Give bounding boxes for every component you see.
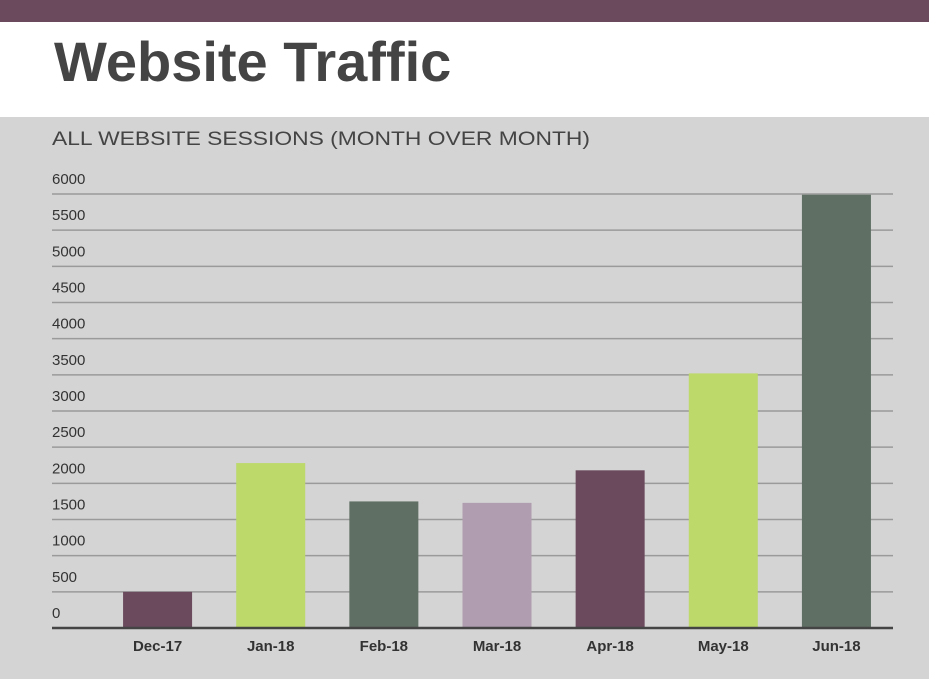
y-tick-label: 6000 — [52, 171, 85, 188]
y-tick-label: 2000 — [52, 460, 85, 477]
y-tick-label: 5000 — [52, 243, 85, 260]
bar — [575, 470, 645, 628]
bar — [462, 502, 532, 628]
y-tick-label: 1500 — [52, 496, 85, 513]
x-tick-label: Apr-18 — [586, 638, 634, 655]
x-tick-label: Jan-18 — [247, 638, 295, 655]
x-tick-label: Feb-18 — [360, 638, 408, 655]
bar — [123, 591, 193, 628]
y-tick-label: 4000 — [52, 316, 85, 333]
y-tick-label: 0 — [52, 605, 60, 622]
y-tick-label: 3500 — [52, 352, 85, 369]
bar — [688, 373, 758, 628]
chart-title: Website Traffic — [54, 30, 451, 93]
y-tick-label: 2500 — [52, 424, 85, 441]
y-tick-label: 500 — [52, 569, 77, 586]
y-tick-label: 4500 — [52, 279, 85, 296]
bar — [349, 501, 419, 628]
top-band — [0, 0, 929, 22]
y-tick-label: 3000 — [52, 388, 85, 405]
bar — [236, 463, 306, 628]
x-tick-label: Jun-18 — [812, 638, 860, 655]
y-tick-label: 5500 — [52, 207, 85, 224]
x-tick-label: Mar-18 — [473, 638, 521, 655]
y-tick-label: 1000 — [52, 533, 85, 550]
chart-subtitle: ALL WEBSITE SESSIONS (MONTH OVER MONTH) — [52, 129, 590, 150]
bar — [801, 194, 871, 628]
title-band — [0, 22, 929, 117]
x-tick-label: May-18 — [698, 638, 749, 655]
x-tick-label: Dec-17 — [133, 638, 182, 655]
